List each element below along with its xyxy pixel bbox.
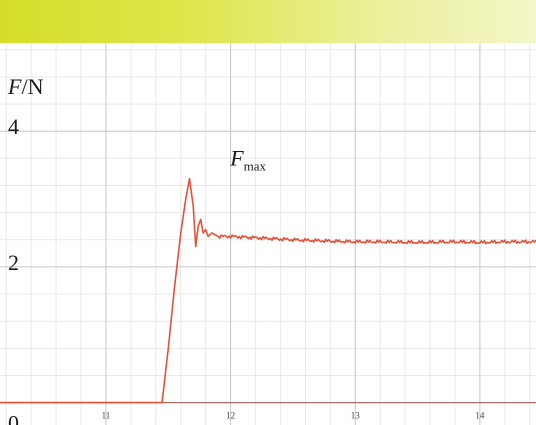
y-tick-label-2: 2: [8, 250, 19, 275]
force-series-line: [0, 177, 536, 404]
fmax-annotation-symbol: F: [229, 146, 244, 171]
series-group: [0, 177, 536, 404]
y-axis-label-unit: /N: [21, 74, 43, 99]
x-tick-label-14: 14: [475, 411, 485, 421]
x-tick-label-13: 13: [351, 411, 361, 421]
y-axis-label: F/N: [7, 74, 44, 99]
header-band: [0, 0, 536, 43]
y-tick-labels: 0 2 4: [8, 114, 19, 425]
y-tick-label-4: 4: [8, 114, 19, 139]
y-tick-label-0: 0: [8, 411, 19, 425]
fmax-annotation: Fmax: [229, 146, 266, 174]
major-grid: [0, 43, 536, 425]
fmax-annotation-subscript: max: [244, 159, 267, 174]
minor-grid: [0, 43, 536, 425]
x-tick-label-11: 11: [102, 411, 111, 421]
y-axis-label-symbol: F: [7, 74, 22, 99]
x-tick-label-12: 12: [226, 411, 235, 421]
x-tick-labels: 11 12 13 14: [102, 411, 485, 421]
